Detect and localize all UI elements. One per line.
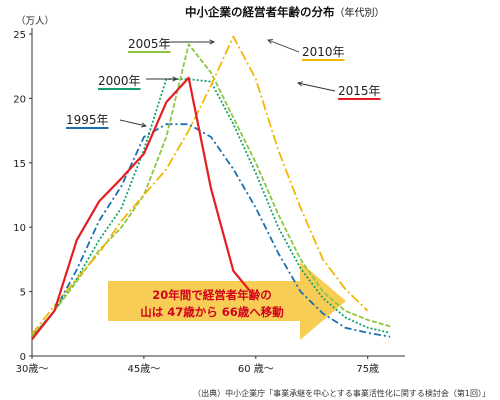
legend-pointer-head: [209, 39, 216, 45]
legend-pointer-head: [267, 39, 274, 44]
x-tick-label: 75歳: [356, 363, 379, 375]
legend-label: 2000年: [98, 74, 141, 88]
legend-pointer: [297, 82, 336, 92]
y-tick-label: 25: [13, 30, 26, 41]
legend: 2005年 2010年 2000年 2015年 1995年: [66, 37, 381, 129]
legend-pointer-head: [141, 122, 148, 128]
y-tick-label: 20: [13, 94, 26, 105]
x-tick-label: 60 歳〜: [238, 363, 274, 375]
y-tick-label: 5: [20, 288, 26, 299]
legend-label: 2015年: [338, 84, 381, 98]
series-line: [31, 78, 391, 338]
legend-pointer: [119, 119, 147, 127]
shift-arrow: [108, 262, 346, 340]
series-line: [31, 76, 257, 340]
legend-label: 2005年: [128, 37, 171, 51]
legend-pointer: [267, 39, 300, 53]
legend-pointer-head: [296, 81, 303, 87]
x-tick-label: 30歳〜: [16, 363, 49, 375]
y-axis-unit: （万人）: [16, 15, 54, 27]
axes: [29, 28, 405, 359]
legend-label: 2010年: [302, 45, 345, 59]
annotation-line-2: 山は 47歳から 66歳へ移動: [140, 305, 284, 319]
x-tick-label: 45歳〜: [128, 363, 161, 375]
y-tick-label: 10: [13, 223, 26, 234]
y-tick-label: 15: [13, 159, 26, 170]
series-line: [31, 43, 391, 338]
y-tick-label: 0: [20, 352, 26, 363]
legend-pointer-head: [172, 76, 179, 82]
chart-title: 中小企業の経営者年齢の分布（年代別）: [185, 5, 385, 19]
tick-labels: 0 5 10 15 20 25 30歳〜 45歳〜 60 歳〜 75歳: [13, 30, 379, 375]
annotation-line-1: 20年間で経営者年齢の: [152, 288, 272, 302]
source-note: （出典）中小企業庁「事業承継を中心とする事業活性化に関する検討会（第1回）」: [193, 388, 490, 398]
series-lines: [31, 35, 391, 340]
legend-label: 1995年: [66, 113, 109, 127]
series-line: [31, 123, 391, 338]
